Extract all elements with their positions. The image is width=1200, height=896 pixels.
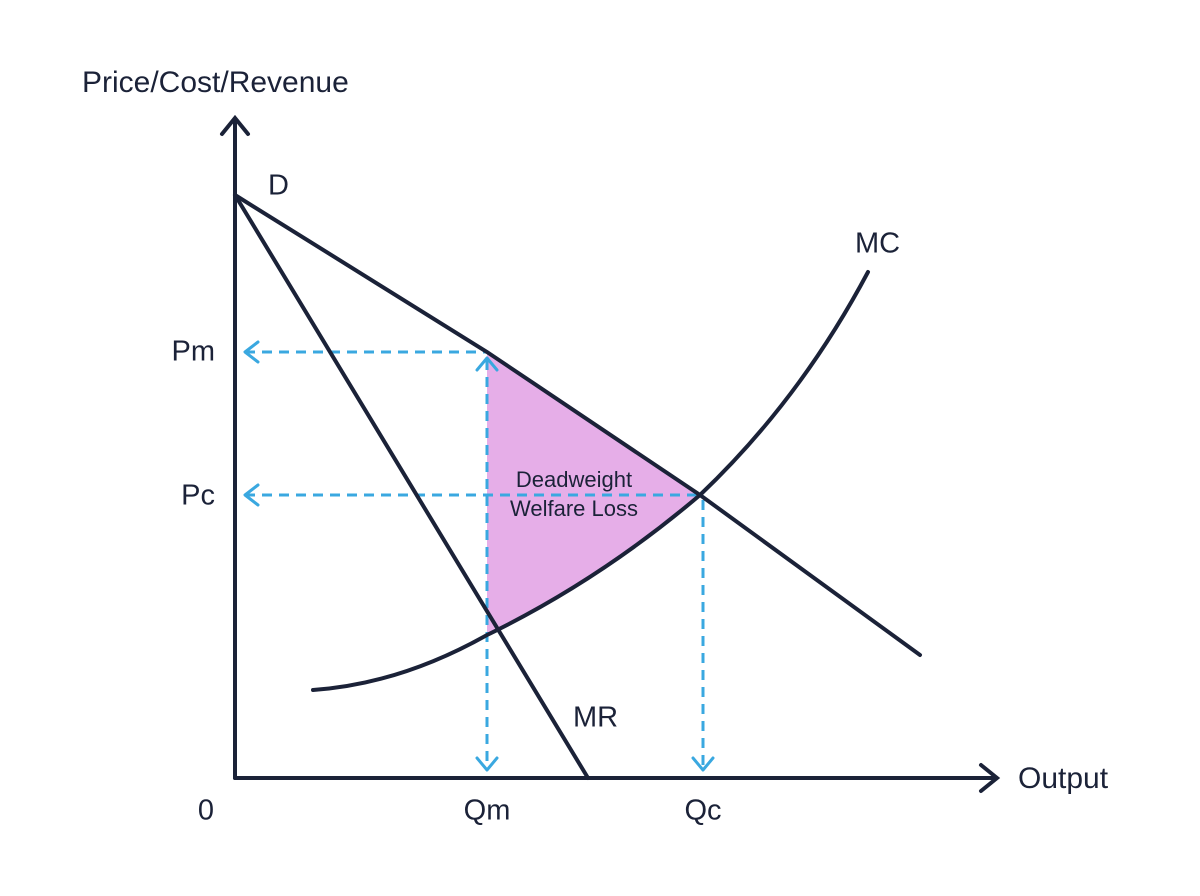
x-axis-arrow: [979, 763, 1001, 793]
qc-arrowhead: [691, 756, 715, 772]
quantity-label: Qm: [464, 795, 511, 827]
qm-arrowhead-down: [475, 756, 499, 772]
price-label: Pm: [172, 336, 216, 368]
price-label: Pc: [181, 480, 215, 512]
quantity-label: Qc: [684, 795, 721, 827]
region-label: Welfare Loss: [510, 496, 638, 521]
demand-label: D: [268, 170, 289, 202]
region-label: Deadweight: [516, 467, 632, 492]
y-axis-arrow: [220, 114, 250, 136]
mr-curve: [233, 193, 590, 780]
qm-arrowhead-up: [475, 356, 499, 372]
pc-arrowhead: [243, 483, 260, 507]
demand-curve: [233, 193, 922, 657]
mc-label: MC: [855, 228, 900, 260]
x-axis-label: Output: [1018, 762, 1109, 795]
mr-label: MR: [573, 702, 618, 734]
mc-curve: [311, 270, 870, 692]
pm-arrowhead: [243, 340, 260, 364]
origin-label: 0: [198, 795, 214, 827]
y-axis-label: Price/Cost/Revenue: [82, 66, 349, 99]
